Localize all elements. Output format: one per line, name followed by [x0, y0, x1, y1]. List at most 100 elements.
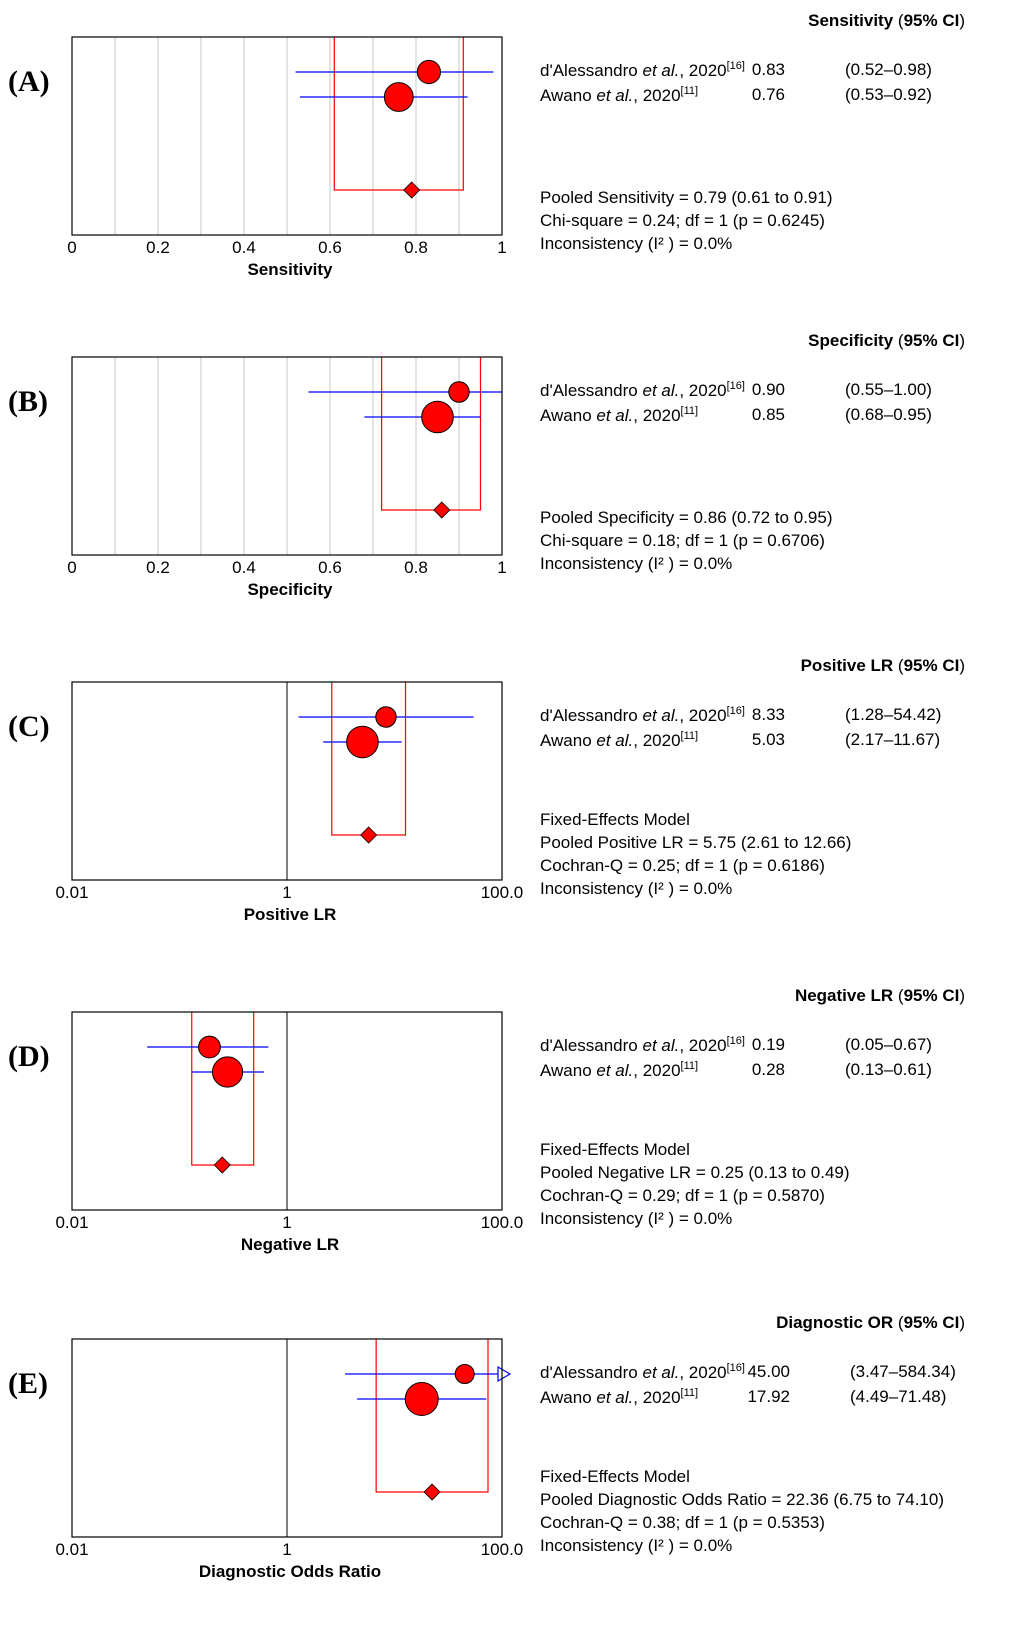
et-al: et al.: [642, 381, 679, 400]
study-estimate: 0.83: [725, 60, 785, 80]
reference-number: [11]: [681, 85, 699, 97]
tick-label: 0: [67, 558, 76, 577]
et-al: et al.: [642, 1036, 679, 1055]
pooled-diamond: [214, 1157, 230, 1173]
study-name: d'Alessandro et al., 2020[16]: [540, 60, 745, 81]
axis-title: Sensitivity: [247, 260, 333, 279]
study-estimate: 0.90: [725, 380, 785, 400]
ci-label: 95% CI: [904, 986, 960, 1005]
study-ci-text: (4.49–71.48): [850, 1387, 946, 1407]
metric-title: Diagnostic OR (95% CI): [776, 1313, 965, 1333]
study-ci-text: (1.28–54.42): [845, 705, 941, 725]
tick-label: 0.01: [55, 1540, 88, 1559]
metric-name: Diagnostic OR: [776, 1313, 893, 1332]
ci-overflow-arrow: [498, 1367, 510, 1381]
summary-line: Cochran-Q = 0.29; df = 1 (p = 0.5870): [540, 1184, 850, 1207]
study-name: Awano et al., 2020[11]: [540, 85, 698, 106]
tick-label: 1: [282, 1213, 291, 1232]
axis-title: Specificity: [247, 580, 333, 599]
metric-title: Positive LR (95% CI): [801, 656, 965, 676]
et-al: et al.: [596, 731, 633, 750]
summary-line: Chi-square = 0.18; df = 1 (p = 0.6706): [540, 529, 833, 552]
et-al: et al.: [596, 1388, 633, 1407]
study-ci-text: (0.52–0.98): [845, 60, 932, 80]
ci-label: 95% CI: [904, 11, 960, 30]
tick-label: 1: [282, 883, 291, 902]
ci-label: 95% CI: [904, 331, 960, 350]
plot-svg: 0.01 1 100.0Positive LR: [0, 670, 530, 950]
tick-label: 0.6: [318, 558, 342, 577]
study-name: Awano et al., 2020[11]: [540, 730, 698, 751]
plot-svg: 0.01 1 100.0 Diagnostic Odds Ratio: [0, 1327, 530, 1607]
study-ci-text: (2.17–11.67): [845, 730, 940, 750]
study-estimate: 5.03: [725, 730, 785, 750]
study-ci-text: (0.68–0.95): [845, 405, 932, 425]
study-marker: [199, 1036, 221, 1058]
summary-line: Inconsistency (I² ) = 0.0%: [540, 1534, 944, 1557]
tick-label: 100.0: [481, 1540, 524, 1559]
summary-line: Inconsistency (I² ) = 0.0%: [540, 232, 833, 255]
et-al: et al.: [596, 86, 633, 105]
tick-label: 0.2: [146, 558, 170, 577]
metric-title: Specificity (95% CI): [808, 331, 965, 351]
tick-label: 0.01: [55, 1213, 88, 1232]
summary-line: Fixed-Effects Model: [540, 808, 851, 831]
tick-label: 1: [282, 1540, 291, 1559]
summary-line: Cochran-Q = 0.25; df = 1 (p = 0.6186): [540, 854, 851, 877]
study-marker: [405, 1383, 438, 1416]
forest-panel: (A) 0 0.2 0.4 0.6 0.8 1 Sensitivity Sensitivity …: [0, 25, 1035, 325]
forest-panel: (B) 0 0.2 0.4 0.6 0.8 1 Specificity Specificity …: [0, 345, 1035, 645]
axis-title: Positive LR: [244, 905, 337, 924]
study-name: d'Alessandro et al., 2020[16]: [540, 1362, 745, 1383]
ci-label: 95% CI: [904, 1313, 960, 1332]
plot-svg: 0 0.2 0.4 0.6 0.8 1 Sensitivity: [0, 25, 530, 305]
summary-line: Pooled Negative LR = 0.25 (0.13 to 0.49): [540, 1161, 850, 1184]
study-name: d'Alessandro et al., 2020[16]: [540, 380, 745, 401]
study-estimate: 17.92: [730, 1387, 790, 1407]
pooled-diamond: [361, 827, 377, 843]
summary-line: Fixed-Effects Model: [540, 1465, 944, 1488]
study-estimate: 0.28: [725, 1060, 785, 1080]
tick-label: 1: [497, 238, 506, 257]
study-estimate: 45.00: [730, 1362, 790, 1382]
et-al: et al.: [642, 1363, 679, 1382]
metric-name: Specificity: [808, 331, 893, 350]
study-ci-text: (0.13–0.61): [845, 1060, 932, 1080]
tick-label: 0.2: [146, 238, 170, 257]
et-al: et al.: [642, 706, 679, 725]
study-marker: [384, 83, 413, 112]
pooled-ci-box: [332, 682, 406, 835]
summary-line: Pooled Positive LR = 5.75 (2.61 to 12.66…: [540, 831, 851, 854]
pooled-ci-box: [334, 37, 463, 190]
pooled-diamond: [424, 1484, 440, 1500]
et-al: et al.: [596, 1061, 633, 1080]
tick-label: 0.4: [232, 558, 256, 577]
ci-label: 95% CI: [904, 656, 960, 675]
study-marker: [347, 726, 379, 758]
study-ci-text: (0.55–1.00): [845, 380, 932, 400]
summary-line: Pooled Specificity = 0.86 (0.72 to 0.95): [540, 506, 833, 529]
study-marker: [455, 1365, 474, 1384]
tick-label: 0: [67, 238, 76, 257]
study-ci-text: (0.05–0.67): [845, 1035, 932, 1055]
pooled-ci-box: [192, 1012, 254, 1165]
study-name: Awano et al., 2020[11]: [540, 1387, 698, 1408]
study-name: Awano et al., 2020[11]: [540, 405, 698, 426]
plot-svg: 0.01 1 100.0Negative LR: [0, 1000, 530, 1280]
tick-label: 100.0: [481, 1213, 524, 1232]
pooled-summary: Pooled Specificity = 0.86 (0.72 to 0.95)…: [540, 506, 833, 575]
pooled-diamond: [434, 502, 450, 518]
reference-number: [11]: [681, 1387, 699, 1399]
summary-line: Inconsistency (I² ) = 0.0%: [540, 877, 851, 900]
metric-name: Negative LR: [795, 986, 893, 1005]
summary-line: Fixed-Effects Model: [540, 1138, 850, 1161]
study-ci-text: (3.47–584.34): [850, 1362, 956, 1382]
summary-line: Cochran-Q = 0.38; df = 1 (p = 0.5353): [540, 1511, 944, 1534]
pooled-ci-box: [382, 357, 481, 510]
pooled-ci-box: [376, 1339, 488, 1492]
tick-label: 0.6: [318, 238, 342, 257]
reference-number: [11]: [681, 405, 699, 417]
study-marker: [417, 60, 440, 83]
summary-line: Chi-square = 0.24; df = 1 (p = 0.6245): [540, 209, 833, 232]
study-marker: [422, 401, 454, 433]
